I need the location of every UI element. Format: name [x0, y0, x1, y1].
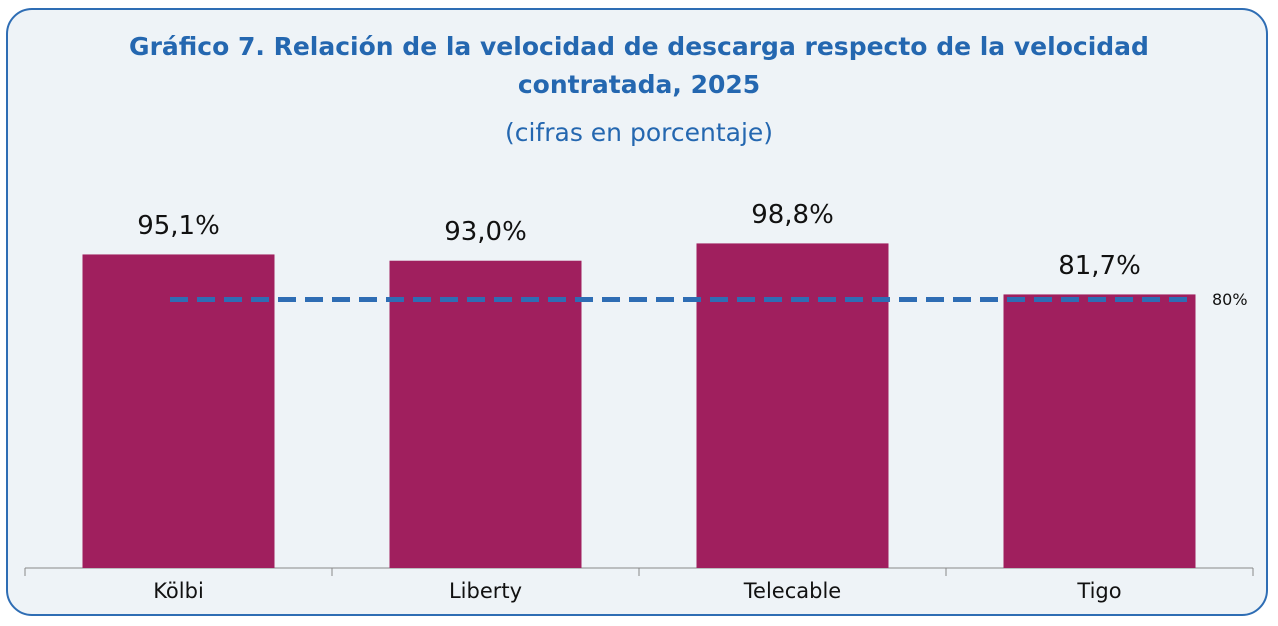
reference-label: 80%	[1212, 290, 1248, 309]
value-label: 95,1%	[137, 211, 220, 241]
x-tick-label: Kölbi	[153, 579, 204, 603]
chart-subtitle: (cifras en porcentaje)	[504, 118, 774, 147]
bar	[389, 260, 582, 568]
x-tick-label: Liberty	[449, 579, 522, 603]
value-label: 81,7%	[1058, 251, 1141, 281]
value-label: 98,8%	[751, 200, 834, 230]
chart-title: Gráfico 7. Relación de la velocidad de d…	[129, 32, 1149, 99]
bar	[82, 254, 275, 568]
bar	[696, 243, 889, 568]
x-tick-label: Telecable	[743, 579, 841, 603]
x-tick-label: Tigo	[1076, 579, 1121, 603]
bar	[1003, 294, 1196, 568]
value-label: 93,0%	[444, 217, 527, 247]
